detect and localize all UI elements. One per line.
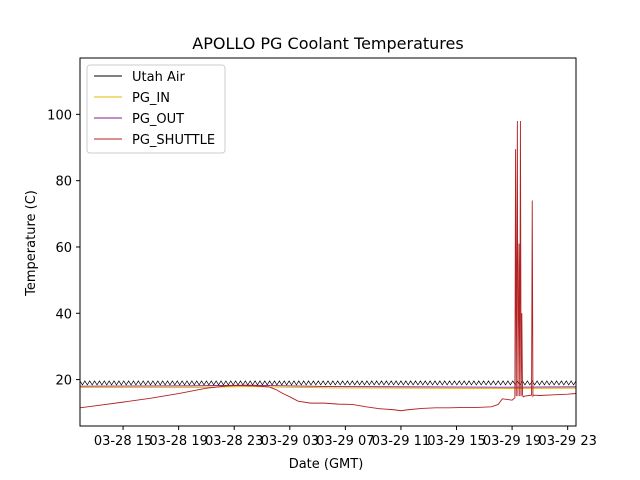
series-line-pg-out bbox=[80, 384, 576, 388]
legend: Utah Air PG_IN PG_OUT PG_SHUTTLE bbox=[86, 64, 226, 154]
series-line-utah-air bbox=[80, 380, 576, 386]
y-tick-label: 60 bbox=[55, 241, 72, 256]
legend-box bbox=[86, 64, 226, 154]
x-tick-label: 03-28 15 bbox=[94, 434, 152, 449]
x-tick-label: 03-28 23 bbox=[205, 434, 263, 449]
x-tick-label: 03-29 11 bbox=[372, 434, 430, 449]
legend-label: PG_SHUTTLE bbox=[132, 133, 215, 148]
legend-label: PG_OUT bbox=[132, 112, 184, 127]
y-tick-label: 20 bbox=[55, 374, 72, 389]
y-tick-label: 40 bbox=[55, 307, 72, 322]
y-axis-label: Temperature (C) bbox=[24, 190, 39, 297]
plot-frame bbox=[79, 57, 577, 427]
x-tick-label: 03-29 19 bbox=[483, 434, 541, 449]
chart-title: APOLLO PG Coolant Temperatures bbox=[192, 34, 463, 53]
x-tick-label: 03-28 19 bbox=[149, 434, 207, 449]
y-axis: 20 40 60 80 100 bbox=[47, 108, 80, 389]
plot-area bbox=[79, 57, 577, 427]
x-tick-label: 03-29 15 bbox=[427, 434, 485, 449]
series-line-pg-in bbox=[80, 386, 576, 389]
legend-label: Utah Air bbox=[132, 70, 185, 85]
x-tick-label: 03-29 03 bbox=[261, 434, 319, 449]
series-line-pg-shuttle bbox=[80, 120, 576, 412]
x-tick-label: 03-29 07 bbox=[316, 434, 374, 449]
y-tick-label: 80 bbox=[55, 175, 72, 190]
legend-label: PG_IN bbox=[132, 91, 170, 106]
x-axis-label: Date (GMT) bbox=[289, 457, 364, 472]
series-layer bbox=[80, 120, 576, 412]
x-tick-label: 03-29 23 bbox=[538, 434, 596, 449]
y-tick-label: 100 bbox=[47, 108, 72, 123]
